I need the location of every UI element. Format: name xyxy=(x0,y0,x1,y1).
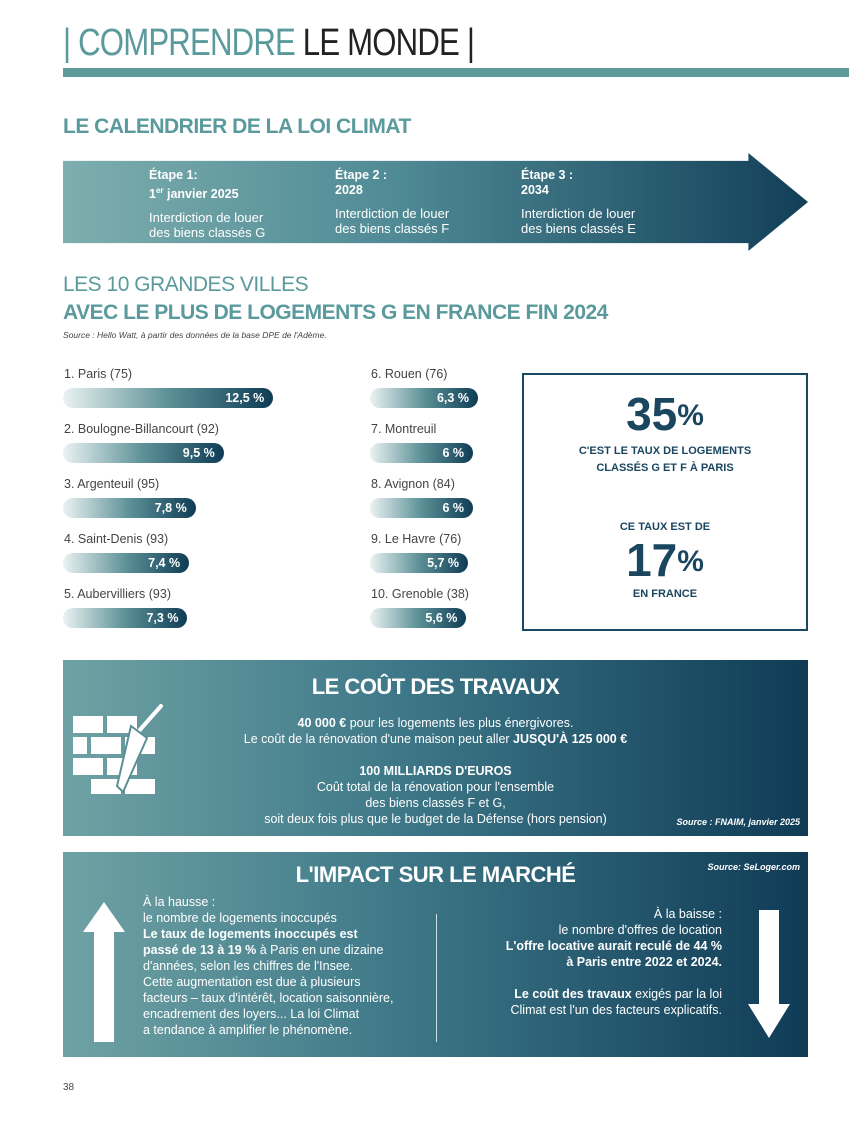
city-name: 1. Paris (75) xyxy=(64,367,133,381)
city-bar: 7,3 % xyxy=(63,608,188,628)
city-bar: 7,8 % xyxy=(63,498,196,518)
cost-panel: LE COÛT DES TRAVAUX 40 000 € pour les lo… xyxy=(63,660,808,836)
market-title: L'IMPACT SUR LE MARCHÉ xyxy=(295,862,576,887)
city-name: 2. Boulogne-Billancourt (92) xyxy=(64,422,219,436)
city-bar: 5,7 % xyxy=(370,553,469,573)
city-name: 10. Grenoble (38) xyxy=(371,587,469,601)
city-bar: 6 % xyxy=(370,443,473,463)
cities-source: Source : Hello Watt, à partir des donnée… xyxy=(63,330,327,340)
arrow-up-icon xyxy=(83,902,125,1042)
france-rate: 17% xyxy=(626,534,704,586)
city-name: 4. Saint-Denis (93) xyxy=(64,532,169,546)
cost-source: Source : FNAIM, janvier 2025 xyxy=(676,817,800,827)
page-number: 38 xyxy=(63,1082,75,1093)
city-name: 6. Rouen (76) xyxy=(371,367,448,381)
section-header: | COMPRENDRE LE MONDE | xyxy=(63,22,475,64)
city-bar: 5,6 % xyxy=(370,608,467,628)
city-bar: 7,4 % xyxy=(63,553,190,573)
cities-title-2: AVEC LE PLUS DE LOGEMENTS G EN FRANCE FI… xyxy=(63,301,608,324)
france-label: EN FRANCE xyxy=(632,588,698,600)
brick-trowel-icon xyxy=(73,704,163,794)
city-name: 5. Aubervilliers (93) xyxy=(64,587,171,601)
arrow-down-icon xyxy=(748,910,790,1038)
market-source: Source: SeLoger.com xyxy=(707,862,800,872)
city-bar: 12,5 % xyxy=(63,388,274,408)
paris-rate-label: C'EST LE TAUX DE LOGEMENTS CLASSÉS G ET F… xyxy=(578,445,752,474)
cost-text: 40 000 € pour les logements les plus éne… xyxy=(243,716,628,826)
timeline-arrow xyxy=(63,153,808,251)
france-intro: CE TAUX EST DE xyxy=(619,521,711,533)
divider xyxy=(436,914,437,1042)
city-bar: 6,3 % xyxy=(370,388,478,408)
timeline-step-2: Étape 2 :2028 Interdiction de louer des bi… xyxy=(335,168,450,236)
market-panel: L'IMPACT SUR LE MARCHÉ Source: SeLoger.c… xyxy=(63,852,808,1057)
city-name: 9. Le Havre (76) xyxy=(371,532,462,546)
cost-title: LE COÛT DES TRAVAUX xyxy=(311,674,560,699)
timeline-step-1: Étape 1: 1er janvier 2025 Interdiction de … xyxy=(149,168,266,241)
city-bar: 6 % xyxy=(370,498,473,518)
calendar-title: LE CALENDRIER DE LA LOI CLIMAT xyxy=(63,115,411,138)
header-rule xyxy=(63,68,849,77)
market-left-text: À la hausse : le nombre de logements inoc… xyxy=(143,895,394,1037)
market-right-text: À la baisse : le nombre d'offres de locat… xyxy=(505,907,722,1017)
city-name: 3. Argenteuil (95) xyxy=(64,477,160,491)
timeline-step-3: Étape 3 :2034 Interdiction de louer des bi… xyxy=(521,168,636,236)
city-bar: 9,5 % xyxy=(63,443,224,463)
cities-title-1: LES 10 GRANDES VILLES xyxy=(63,273,309,296)
city-name: 7. Montreuil xyxy=(371,422,437,436)
city-name: 8. Avignon (84) xyxy=(371,477,455,491)
stats-box: 35% C'EST LE TAUX DE LOGEMENTS CLASSÉS G … xyxy=(522,373,808,631)
paris-rate: 35% xyxy=(626,388,704,440)
